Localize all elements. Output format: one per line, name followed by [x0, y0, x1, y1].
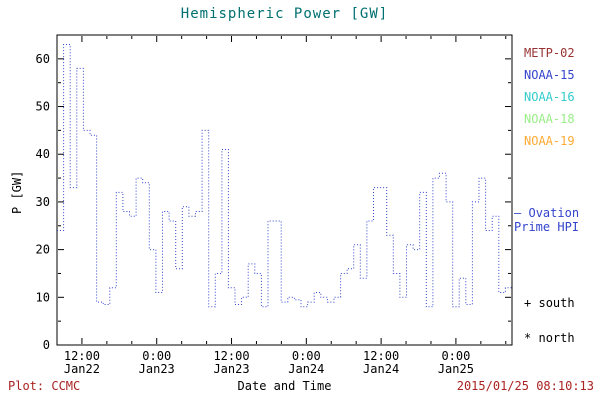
svg-text:Jan22: Jan22 — [64, 362, 100, 376]
chart-title: Hemispheric Power [GW] — [180, 6, 389, 22]
south-marker-legend: + south — [524, 296, 575, 310]
south-label: south — [538, 296, 575, 310]
svg-text:20: 20 — [36, 243, 50, 257]
plot-timestamp: 2015/01/25 08:10:13 — [456, 379, 594, 393]
svg-text:Jan24: Jan24 — [288, 362, 324, 376]
satellite-legend: METP-02 NOAA-15 NOAA-16 NOAA-18 NOAA-19 — [524, 42, 575, 152]
svg-text:Jan25: Jan25 — [438, 362, 474, 376]
svg-text:0: 0 — [43, 338, 50, 352]
svg-text:12:00: 12:00 — [363, 349, 399, 363]
svg-text:Jan23: Jan23 — [139, 362, 175, 376]
line-style-sample: – — [514, 206, 522, 220]
north-marker-legend: * north — [524, 331, 575, 345]
x-axis-label: Date and Time — [237, 379, 332, 393]
svg-text:0:00: 0:00 — [441, 349, 470, 363]
asterisk-icon: * — [524, 331, 532, 345]
svg-text:Jan24: Jan24 — [363, 362, 399, 376]
svg-text:0:00: 0:00 — [292, 349, 321, 363]
legend-item-noaa-16: NOAA-16 — [524, 90, 575, 104]
model-name-line1: Ovation — [528, 206, 580, 220]
plus-icon: + — [524, 296, 532, 310]
legend-item-metp-02: METP-02 — [524, 46, 575, 60]
plot-source-label: Plot: CCMC — [8, 379, 81, 393]
svg-text:50: 50 — [36, 100, 50, 114]
legend-item-noaa-18: NOAA-18 — [524, 112, 575, 126]
svg-text:10: 10 — [36, 290, 50, 304]
north-label: north — [538, 331, 575, 345]
svg-text:60: 60 — [36, 52, 50, 66]
svg-text:30: 30 — [36, 195, 50, 209]
ovation-prime-hpi-label: – Ovation Prime HPI — [514, 206, 579, 234]
svg-text:40: 40 — [36, 147, 50, 161]
legend-item-noaa-15: NOAA-15 — [524, 68, 575, 82]
svg-text:12:00: 12:00 — [64, 349, 100, 363]
svg-text:Jan23: Jan23 — [213, 362, 249, 376]
legend-item-noaa-19: NOAA-19 — [524, 134, 575, 148]
model-name-line2: Prime HPI — [514, 220, 580, 234]
svg-text:12:00: 12:00 — [213, 349, 249, 363]
svg-text:0:00: 0:00 — [142, 349, 171, 363]
